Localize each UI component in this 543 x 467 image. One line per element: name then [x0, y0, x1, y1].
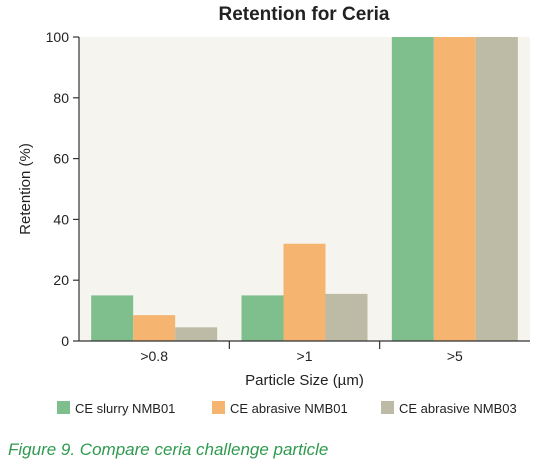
chart-title: Retention for Ceria — [218, 4, 389, 25]
legend-label: CE abrasive NMB03 — [399, 401, 517, 416]
bar-1-1 — [91, 295, 134, 341]
bars-group — [91, 37, 518, 341]
y-tick-label: 20 — [53, 272, 69, 288]
legend-label: CE abrasive NMB01 — [230, 401, 348, 416]
y-tick-label: 60 — [53, 151, 69, 167]
legend-swatch — [57, 401, 70, 414]
y-axis-title: Retention (%) — [17, 143, 34, 235]
bar-1-3 — [391, 37, 434, 341]
legend-swatch — [212, 401, 225, 414]
x-tick-label: >1 — [297, 348, 313, 364]
legend-label: CE slurry NMB01 — [75, 401, 175, 416]
legend-swatch — [381, 401, 394, 414]
bar-2-2 — [283, 243, 326, 341]
legend: CE slurry NMB01 CE abrasive NMB01 CE abras… — [57, 401, 517, 416]
bar-3-1 — [175, 327, 218, 341]
bar-2-3 — [433, 37, 476, 341]
bar-3-2 — [325, 293, 368, 341]
x-tick-label: >0.8 — [140, 348, 168, 364]
y-tick-label: 80 — [53, 90, 69, 106]
y-tick-label: 40 — [53, 211, 69, 227]
axes-group: 0 20 40 60 80 100 >0.8 >1 >5 — [46, 29, 530, 364]
bar-1-2 — [241, 295, 284, 341]
bar-2-1 — [133, 315, 176, 341]
x-axis-title: Particle Size (µm) — [245, 372, 364, 389]
bar-3-3 — [475, 37, 518, 341]
y-tick-label: 0 — [61, 333, 69, 349]
x-tick-label: >5 — [447, 348, 463, 364]
figure-caption: Figure 9. Compare ceria challenge partic… — [8, 440, 329, 459]
y-tick-label: 100 — [46, 29, 70, 45]
